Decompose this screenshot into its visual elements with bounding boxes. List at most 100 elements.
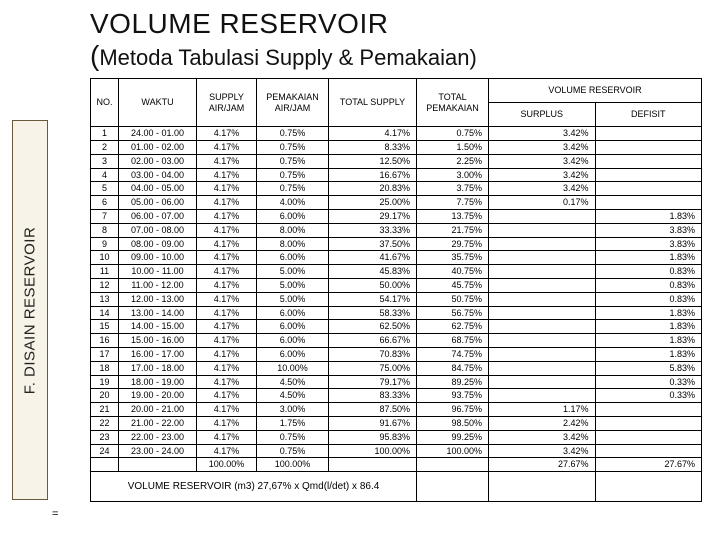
cell-sup: 4.17% xyxy=(197,306,257,320)
table-row: 124.00 - 01.004.17%0.75%4.17%0.75%3.42% xyxy=(91,127,702,141)
cell-s xyxy=(489,306,596,320)
cell-s xyxy=(489,237,596,251)
table-row: 302.00 - 03.004.17%0.75%12.50%2.25%3.42% xyxy=(91,154,702,168)
cell-ts: 91.67% xyxy=(329,416,417,430)
cell-sup: 4.17% xyxy=(197,265,257,279)
table-row: 807.00 - 08.004.17%8.00%33.33%21.75%3.83… xyxy=(91,223,702,237)
total-cell: 100.00% xyxy=(257,458,329,472)
table-row: 1514.00 - 15.004.17%6.00%62.50%62.75%1.8… xyxy=(91,320,702,334)
cell-waktu: 20.00 - 21.00 xyxy=(119,403,197,417)
cell-pem: 6.00% xyxy=(257,209,329,223)
cell-waktu: 04.00 - 05.00 xyxy=(119,182,197,196)
total-cell xyxy=(329,458,417,472)
total-cell xyxy=(417,458,489,472)
cell-waktu: 06.00 - 07.00 xyxy=(119,209,197,223)
sidebar-label: F. DISAIN RESERVOIR xyxy=(22,226,39,394)
cell-pem: 0.75% xyxy=(257,430,329,444)
table-row: 908.00 - 09.004.17%8.00%37.50%29.75%3.83… xyxy=(91,237,702,251)
cell-tp: 100.00% xyxy=(417,444,489,458)
cell-no: 6 xyxy=(91,196,119,210)
cell-waktu: 11.00 - 12.00 xyxy=(119,278,197,292)
subtitle-text: Metoda Tabulasi Supply & Pemakaian) xyxy=(99,45,476,70)
cell-sup: 4.17% xyxy=(197,182,257,196)
table-row: 2423.00 - 24.004.17%0.75%100.00%100.00%3… xyxy=(91,444,702,458)
cell-no: 10 xyxy=(91,251,119,265)
cell-tp: 45.75% xyxy=(417,278,489,292)
cell-sup: 4.17% xyxy=(197,430,257,444)
cell-d: 0.33% xyxy=(595,375,702,389)
cell-sup: 4.17% xyxy=(197,278,257,292)
cell-s xyxy=(489,389,596,403)
table-row: 2019.00 - 20.004.17%4.50%83.33%93.75%0.3… xyxy=(91,389,702,403)
cell-tp: 35.75% xyxy=(417,251,489,265)
cell-pem: 0.75% xyxy=(257,444,329,458)
cell-ts: 8.33% xyxy=(329,140,417,154)
cell-ts: 4.17% xyxy=(329,127,417,141)
cell-waktu: 01.00 - 02.00 xyxy=(119,140,197,154)
cell-s xyxy=(489,278,596,292)
cell-s xyxy=(489,375,596,389)
cell-tp: 68.75% xyxy=(417,334,489,348)
cell-s xyxy=(489,361,596,375)
cell-tp: 50.75% xyxy=(417,292,489,306)
table-row: 605.00 - 06.004.17%4.00%25.00%7.75%0.17% xyxy=(91,196,702,210)
cell-tp: 74.75% xyxy=(417,347,489,361)
table-row: 403.00 - 04.004.17%0.75%16.67%3.00%3.42% xyxy=(91,168,702,182)
table-row: 1615.00 - 16.004.17%6.00%66.67%68.75%1.8… xyxy=(91,334,702,348)
total-cell xyxy=(119,458,197,472)
cell-pem: 6.00% xyxy=(257,334,329,348)
cell-tp: 7.75% xyxy=(417,196,489,210)
cell-s xyxy=(489,292,596,306)
cell-ts: 100.00% xyxy=(329,444,417,458)
col-no: NO. xyxy=(91,79,119,127)
cell-pem: 6.00% xyxy=(257,320,329,334)
footer-equals: = xyxy=(52,508,58,520)
cell-s: 3.42% xyxy=(489,182,596,196)
cell-tp: 96.75% xyxy=(417,403,489,417)
cell-pem: 4.50% xyxy=(257,389,329,403)
cell-sup: 4.17% xyxy=(197,347,257,361)
cell-ts: 45.83% xyxy=(329,265,417,279)
cell-no: 16 xyxy=(91,334,119,348)
cell-pem: 5.00% xyxy=(257,265,329,279)
cell-sup: 4.17% xyxy=(197,140,257,154)
cell-d: 1.83% xyxy=(595,306,702,320)
total-cell xyxy=(91,458,119,472)
cell-s xyxy=(489,347,596,361)
cell-d xyxy=(595,196,702,210)
cell-waktu: 24.00 - 01.00 xyxy=(119,127,197,141)
cell-ts: 70.83% xyxy=(329,347,417,361)
cell-d: 1.83% xyxy=(595,320,702,334)
cell-no: 18 xyxy=(91,361,119,375)
cell-sup: 4.17% xyxy=(197,334,257,348)
footer-formula: VOLUME RESERVOIR (m3) 27,67% x Qmd(l/det… xyxy=(91,472,417,502)
cell-s: 3.42% xyxy=(489,430,596,444)
cell-d: 0.83% xyxy=(595,292,702,306)
cell-d: 0.33% xyxy=(595,389,702,403)
cell-sup: 4.17% xyxy=(197,168,257,182)
cell-no: 13 xyxy=(91,292,119,306)
cell-ts: 54.17% xyxy=(329,292,417,306)
sidebar-panel: F. DISAIN RESERVOIR xyxy=(12,120,48,500)
cell-ts: 79.17% xyxy=(329,375,417,389)
cell-d: 3.83% xyxy=(595,223,702,237)
cell-tp: 40.75% xyxy=(417,265,489,279)
cell-waktu: 03.00 - 04.00 xyxy=(119,168,197,182)
cell-sup: 4.17% xyxy=(197,127,257,141)
table-row: 504.00 - 05.004.17%0.75%20.83%3.75%3.42% xyxy=(91,182,702,196)
cell-pem: 8.00% xyxy=(257,237,329,251)
cell-waktu: 08.00 - 09.00 xyxy=(119,237,197,251)
cell-s: 3.42% xyxy=(489,127,596,141)
cell-sup: 4.17% xyxy=(197,154,257,168)
cell-ts: 29.17% xyxy=(329,209,417,223)
cell-no: 12 xyxy=(91,278,119,292)
cell-no: 14 xyxy=(91,306,119,320)
cell-s: 3.42% xyxy=(489,140,596,154)
cell-waktu: 21.00 - 22.00 xyxy=(119,416,197,430)
cell-d xyxy=(595,140,702,154)
cell-d: 1.83% xyxy=(595,251,702,265)
cell-pem: 0.75% xyxy=(257,182,329,196)
cell-waktu: 02.00 - 03.00 xyxy=(119,154,197,168)
total-cell: 100.00% xyxy=(197,458,257,472)
cell-pem: 0.75% xyxy=(257,140,329,154)
